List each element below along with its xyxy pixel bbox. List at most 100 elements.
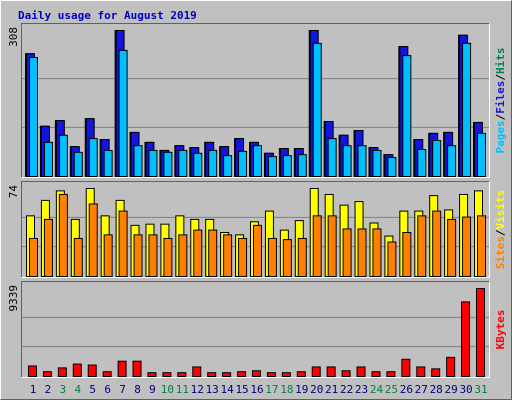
bar <box>73 151 83 178</box>
legend: Sites/Visits <box>494 190 507 270</box>
bar <box>223 234 233 277</box>
x-tick-label: 7 <box>119 383 126 396</box>
legend: Pages/Files/Hits <box>494 48 507 154</box>
x-tick-label: 1 <box>30 383 37 396</box>
bar <box>253 145 262 177</box>
legend-entry: Sites <box>494 236 507 269</box>
x-tick-label: 15 <box>235 383 248 396</box>
bar <box>252 370 261 377</box>
bar <box>87 364 97 378</box>
bar <box>357 228 367 277</box>
bar <box>58 193 68 278</box>
x-tick-label: 10 <box>161 383 174 396</box>
bar <box>208 149 218 178</box>
bar <box>371 371 381 378</box>
panel-light <box>21 181 490 278</box>
bar <box>342 145 352 177</box>
bar <box>312 42 322 177</box>
bar <box>88 138 98 178</box>
bar <box>72 363 82 377</box>
bar <box>237 371 247 378</box>
bar <box>327 138 337 178</box>
x-tick-label: 22 <box>340 383 353 396</box>
bar <box>401 358 411 378</box>
bar <box>431 368 441 377</box>
x-tick-label: 5 <box>89 383 96 396</box>
bar <box>267 237 277 278</box>
x-tick-label: 6 <box>104 383 111 396</box>
legend-entry: Files <box>494 81 507 114</box>
bar <box>446 356 456 377</box>
x-tick-label: 4 <box>74 383 81 396</box>
legend-entry: Pages <box>494 120 507 153</box>
bar <box>207 372 217 377</box>
panel-dark <box>21 23 490 178</box>
bar <box>253 224 262 278</box>
bar <box>326 366 336 378</box>
y-tick-label: 308 <box>7 27 20 47</box>
bar <box>417 148 427 177</box>
bar <box>386 371 396 378</box>
x-tick-label: 30 <box>459 383 472 396</box>
legend-entry: Hits <box>494 48 507 75</box>
bar <box>148 149 158 178</box>
x-tick-label: 3 <box>60 383 67 396</box>
bar <box>103 149 113 178</box>
bar <box>178 234 188 277</box>
legend-separator: / <box>494 229 507 236</box>
x-tick-label: 23 <box>355 383 368 396</box>
bar <box>356 366 366 378</box>
x-tick-label: 14 <box>221 383 235 396</box>
legend-entry: KBytes <box>494 310 507 350</box>
bar <box>416 366 426 378</box>
bar <box>163 237 173 278</box>
bar <box>357 145 367 177</box>
panel-light <box>21 23 490 178</box>
bar <box>28 365 37 377</box>
bar <box>88 203 98 277</box>
bar <box>461 301 471 377</box>
x-tick-label: 29 <box>445 383 458 396</box>
bar <box>43 141 53 178</box>
bar <box>342 228 352 277</box>
bar <box>29 57 38 178</box>
bar <box>193 229 203 278</box>
bar <box>447 218 457 277</box>
bar <box>177 372 187 377</box>
legend-entry: Visits <box>494 190 507 230</box>
bar <box>73 237 83 278</box>
bar <box>432 139 442 178</box>
bar <box>402 232 412 277</box>
bar <box>447 145 457 177</box>
bar <box>223 155 233 177</box>
legend-separator: / <box>494 74 507 81</box>
x-tick-label: 19 <box>295 383 308 396</box>
bar <box>477 132 486 177</box>
bar <box>147 372 157 377</box>
x-tick-label: 26 <box>400 383 413 396</box>
bar <box>282 239 292 277</box>
x-tick-label: 16 <box>250 383 263 396</box>
bar <box>238 237 248 278</box>
bar <box>163 151 173 178</box>
bar <box>132 360 142 378</box>
bar <box>312 215 322 277</box>
bar <box>462 42 472 177</box>
bar <box>238 150 248 177</box>
y-tick-label: 9339 <box>7 285 20 312</box>
x-tick-label: 8 <box>134 383 141 396</box>
x-tick-label: 27 <box>415 383 428 396</box>
panel-dark <box>21 281 490 378</box>
bar <box>282 155 292 177</box>
x-tick-label: 25 <box>385 383 398 396</box>
bar <box>208 229 218 278</box>
bar <box>417 215 427 277</box>
bar <box>29 237 38 278</box>
x-tick-label: 24 <box>370 383 384 396</box>
panel-dark <box>21 181 490 278</box>
bar <box>133 145 143 177</box>
